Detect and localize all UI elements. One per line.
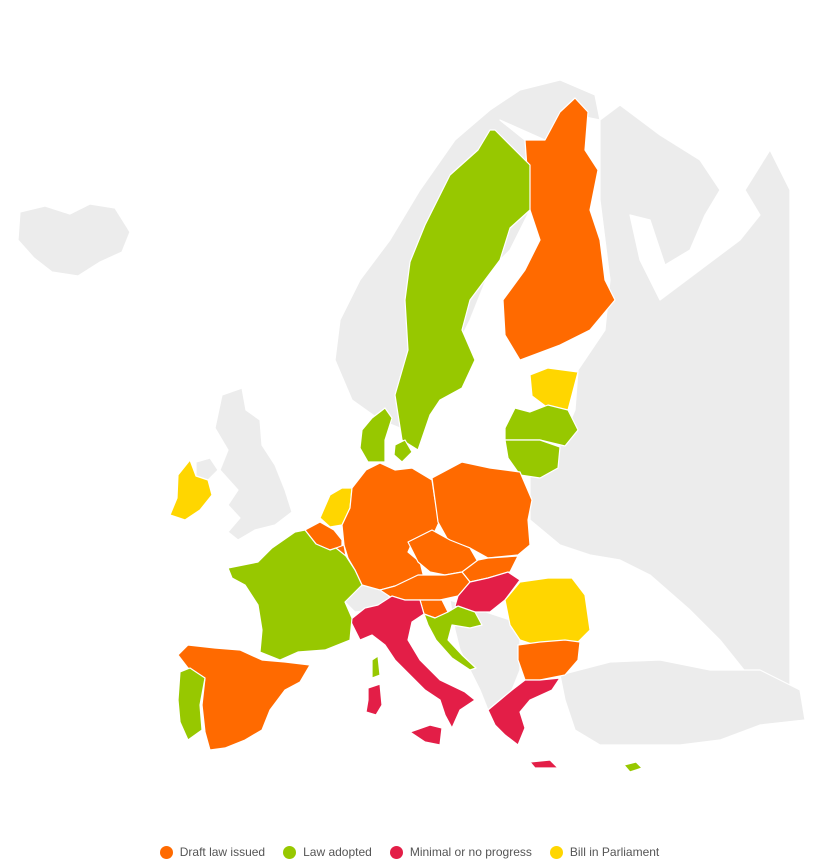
legend-item-parliament[interactable]: Bill in Parliament [549, 845, 660, 859]
country-germany[interactable] [341, 462, 441, 591]
country-greece[interactable] [487, 677, 561, 746]
legend-swatch-adopted [283, 845, 297, 859]
legend-item-minimal[interactable]: Minimal or no progress [389, 845, 532, 859]
country-france[interactable] [227, 529, 363, 661]
country-ireland[interactable] [169, 459, 213, 521]
legend-label-draft: Draft law issued [179, 845, 266, 859]
eu-countries [169, 97, 643, 773]
legend-swatch-draft [159, 845, 173, 859]
map-legend: Draft law issued Law adopted Minimal or … [0, 842, 819, 862]
non-eu-northern-ireland [195, 457, 219, 481]
europe-map [17, 79, 806, 773]
country-sweden[interactable] [394, 129, 531, 451]
legend-label-parliament: Bill in Parliament [569, 845, 660, 859]
legend-label-adopted: Law adopted [303, 845, 372, 859]
legend-item-draft[interactable]: Draft law issued [159, 845, 266, 859]
country-portugal[interactable] [177, 667, 206, 741]
country-italy-sicily[interactable] [409, 724, 443, 746]
country-italy-sardinia[interactable] [365, 683, 383, 716]
legend-swatch-parliament [549, 845, 563, 859]
legend-label-minimal: Minimal or no progress [409, 845, 532, 859]
country-romania[interactable] [504, 577, 591, 646]
country-greece-crete[interactable] [529, 759, 559, 769]
country-lithuania[interactable] [504, 439, 561, 479]
country-spain[interactable] [177, 644, 311, 751]
legend-swatch-minimal [389, 845, 403, 859]
non-eu-great-britain [214, 387, 293, 541]
country-denmark-jutland[interactable] [359, 407, 393, 463]
country-denmark-zealand[interactable] [393, 439, 413, 463]
country-corsica[interactable] [371, 655, 381, 679]
non-eu-iceland [17, 203, 131, 277]
non-eu-turkey [559, 659, 806, 746]
country-bulgaria[interactable] [517, 639, 581, 681]
country-poland[interactable] [431, 461, 533, 559]
legend-item-adopted[interactable]: Law adopted [283, 845, 372, 859]
country-croatia[interactable] [423, 605, 483, 671]
country-italy[interactable] [349, 595, 476, 729]
country-estonia[interactable] [529, 367, 579, 411]
country-cyprus[interactable] [623, 761, 643, 773]
